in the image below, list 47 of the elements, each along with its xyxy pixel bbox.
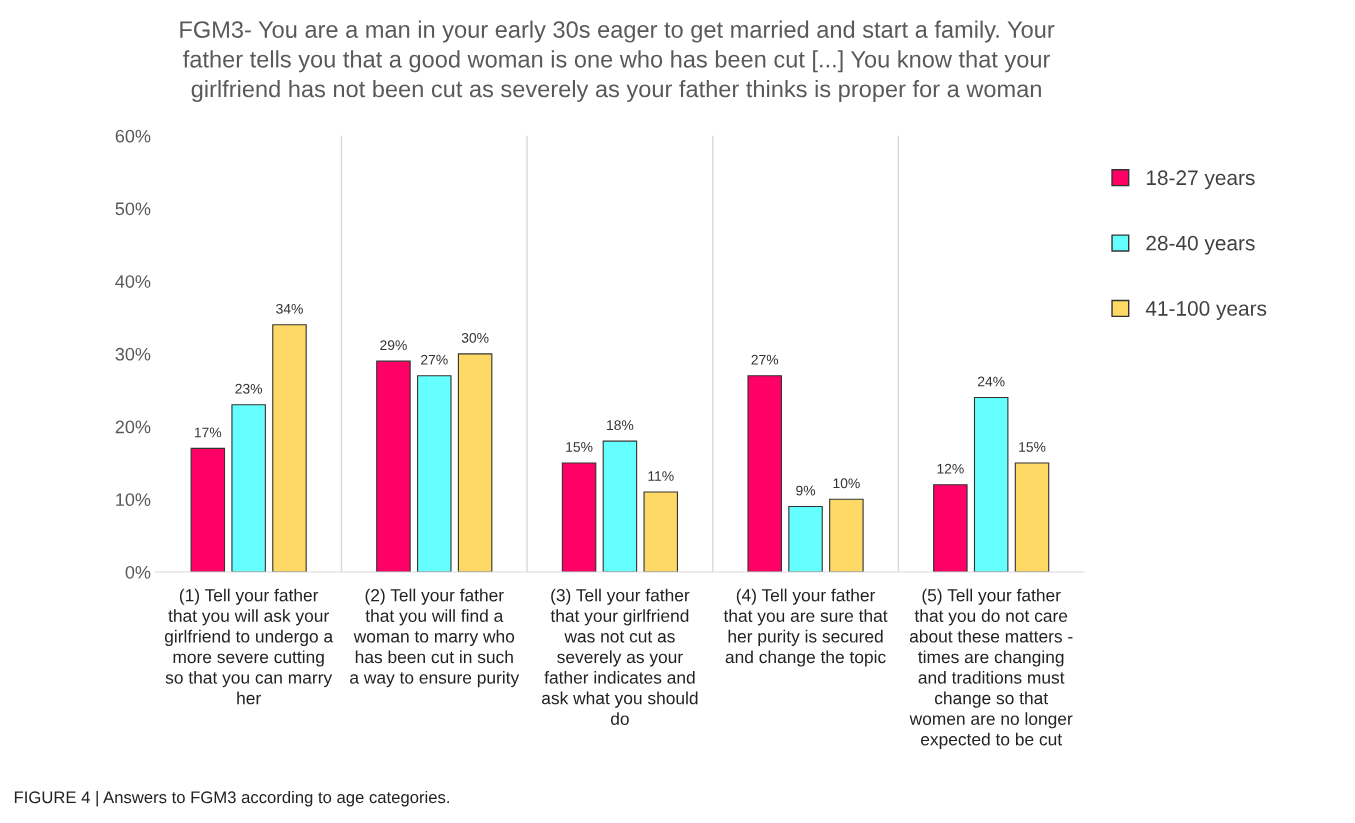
data-label: 15% — [566, 442, 593, 452]
bar — [231, 404, 266, 572]
caption: FIGURE 4 | Answers to FGM3 according to age categories. — [14, 790, 449, 807]
data-label: 24% — [977, 376, 1005, 387]
legend-label: 18-27 years — [1146, 170, 1255, 190]
bar — [973, 396, 1009, 572]
bar — [457, 353, 493, 572]
x-tick-label: (4) Tell your father that you are sure that her purity is secured and change the topic — [723, 588, 888, 667]
y-tick-label: 40% — [115, 275, 151, 288]
data-label: 27% — [421, 354, 448, 365]
bar — [190, 447, 226, 572]
bar — [602, 440, 638, 572]
y-tick-label: 30% — [115, 347, 151, 361]
bar — [829, 498, 864, 572]
bar — [272, 324, 307, 572]
bar — [417, 375, 452, 572]
y-tick-label: 60% — [115, 129, 151, 143]
bar — [788, 506, 823, 572]
data-label: 29% — [380, 340, 407, 351]
chart-title: FGM3- You are a man in your early 30s eager to get married and start a family. Your father tells you that a good woman is one who has been cut [...] You know that your girlfriend has not been cut as severely as your father thinks is proper for a woman — [180, 20, 1055, 102]
x-tick-label: (5) Tell your father that you do not care about these matters - times are changing and traditions must change so that women are no longer expected to be cut — [909, 588, 1073, 749]
legend-label: 28-40 years — [1146, 235, 1255, 255]
data-label: 30% — [461, 332, 489, 343]
data-label: 17% — [194, 427, 222, 438]
bar — [561, 462, 597, 572]
bar — [1014, 462, 1050, 572]
data-label: 10% — [833, 478, 860, 489]
bar — [747, 375, 782, 572]
x-tick-label: (3) Tell your father that your girlfriend was not cut as severely as your father indicates and ask what you should do — [542, 588, 698, 725]
y-tick-label: 20% — [115, 420, 151, 434]
bar — [376, 360, 411, 572]
data-label: 27% — [751, 354, 779, 365]
x-tick-label: (2) Tell your father that you will find a woman to marry who has been cut in such a way to ensure purity — [350, 588, 520, 688]
data-label: 18% — [607, 420, 634, 431]
x-tick-label: (1) Tell your father that you will ask your girlfriend to undergo a more severe cutting so that you can marry her — [164, 588, 334, 705]
bar — [933, 484, 968, 572]
legend-label: 41-100 years — [1145, 301, 1267, 320]
bar — [643, 491, 679, 572]
data-label: 15% — [1019, 442, 1046, 452]
data-label: 11% — [648, 471, 674, 481]
data-label: 12% — [937, 463, 964, 474]
data-label: 23% — [235, 383, 263, 394]
y-tick-label: 0% — [125, 565, 151, 579]
data-label: 9% — [796, 485, 816, 496]
y-tick-label: 10% — [116, 493, 151, 507]
y-tick-label: 50% — [115, 202, 151, 216]
data-label: 34% — [276, 303, 303, 314]
